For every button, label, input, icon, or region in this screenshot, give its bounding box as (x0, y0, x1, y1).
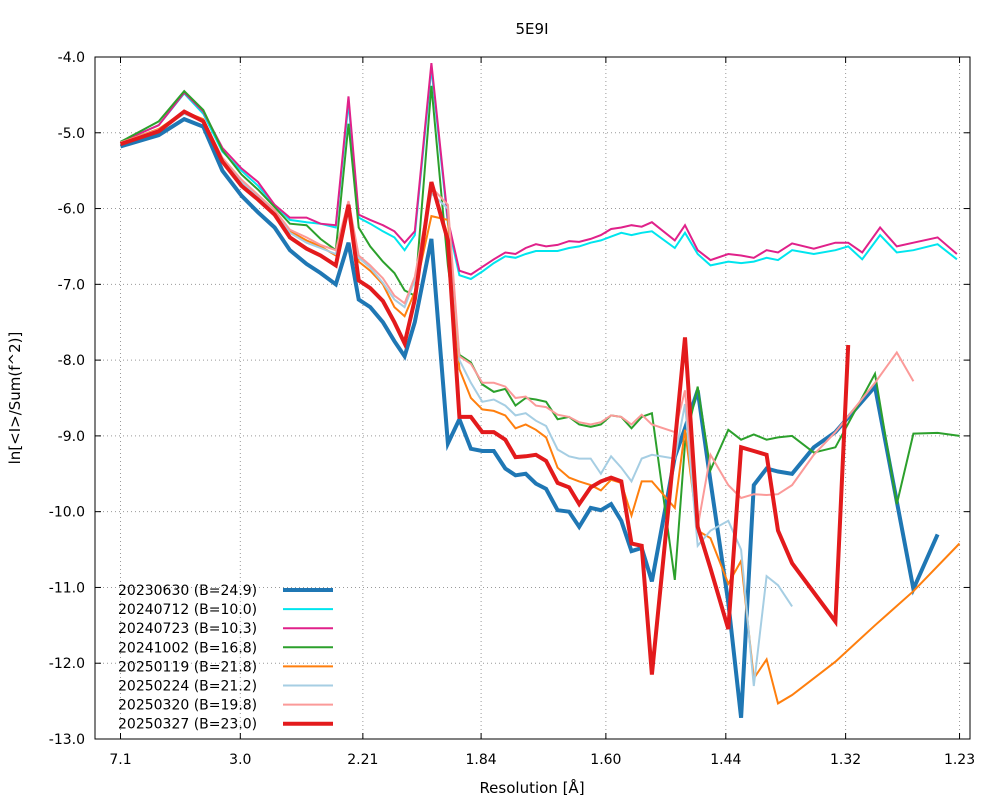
y-tick-label: -9.0 (58, 429, 85, 445)
y-axis-title: ln[<I>/Sum(f^2)] (6, 332, 24, 465)
series-line-4 (120, 85, 960, 581)
y-tick-label: -4.0 (58, 50, 85, 66)
y-tick-label: -13.0 (49, 732, 85, 748)
x-tick-label: 2.21 (347, 752, 378, 768)
x-tick-label: 1.44 (710, 752, 741, 768)
y-tick-label: -5.0 (58, 126, 85, 142)
legend-label: 20250320 (B=19.8) (118, 698, 257, 714)
legend: 20230630 (B=24.9) 20240712 (B=10.0) 202407… (118, 583, 333, 733)
series-lines (119, 62, 961, 719)
series-line-7 (120, 111, 915, 527)
series-line-8 (119, 109, 851, 675)
legend-label: 20250224 (B=21.2) (118, 679, 257, 695)
y-tick-label: -11.0 (49, 580, 85, 596)
legend-label: 20250119 (B=21.8) (118, 659, 257, 675)
y-tick-label: -7.0 (58, 277, 85, 293)
legend-label: 20230630 (B=24.9) (118, 583, 257, 599)
series-line-2 (120, 68, 958, 281)
axis-ticks: 7.1 3.0 2.21 1.84 1.60 1.44 1.32 1.23 -4.0 -5.0 -6… (49, 50, 975, 768)
plot-frame (94, 56, 971, 740)
legend-label: 20250327 (B=23.0) (118, 717, 257, 733)
series-line-6 (120, 112, 793, 687)
y-tick-label: -6.0 (58, 202, 85, 218)
series-line-3 (120, 62, 958, 276)
x-tick-label: 3.0 (229, 752, 251, 768)
legend-label: 20241002 (B=16.8) (118, 640, 257, 656)
x-tick-label: 1.60 (590, 752, 621, 768)
y-tick-label: -12.0 (49, 656, 85, 672)
x-tick-label: 1.23 (944, 752, 975, 768)
y-tick-label: -8.0 (58, 353, 85, 369)
legend-label: 20240723 (B=10.3) (118, 621, 257, 637)
legend-label: 20240712 (B=10.0) (118, 602, 257, 618)
chart-title: 5E9I (516, 20, 549, 38)
x-axis-title: Resolution [Å] (479, 778, 584, 797)
y-tick-label: -10.0 (49, 505, 85, 521)
x-tick-label: 1.84 (466, 752, 497, 768)
series-line-1 (119, 116, 940, 719)
x-tick-label: 1.32 (830, 752, 861, 768)
x-tick-label: 7.1 (109, 752, 131, 768)
